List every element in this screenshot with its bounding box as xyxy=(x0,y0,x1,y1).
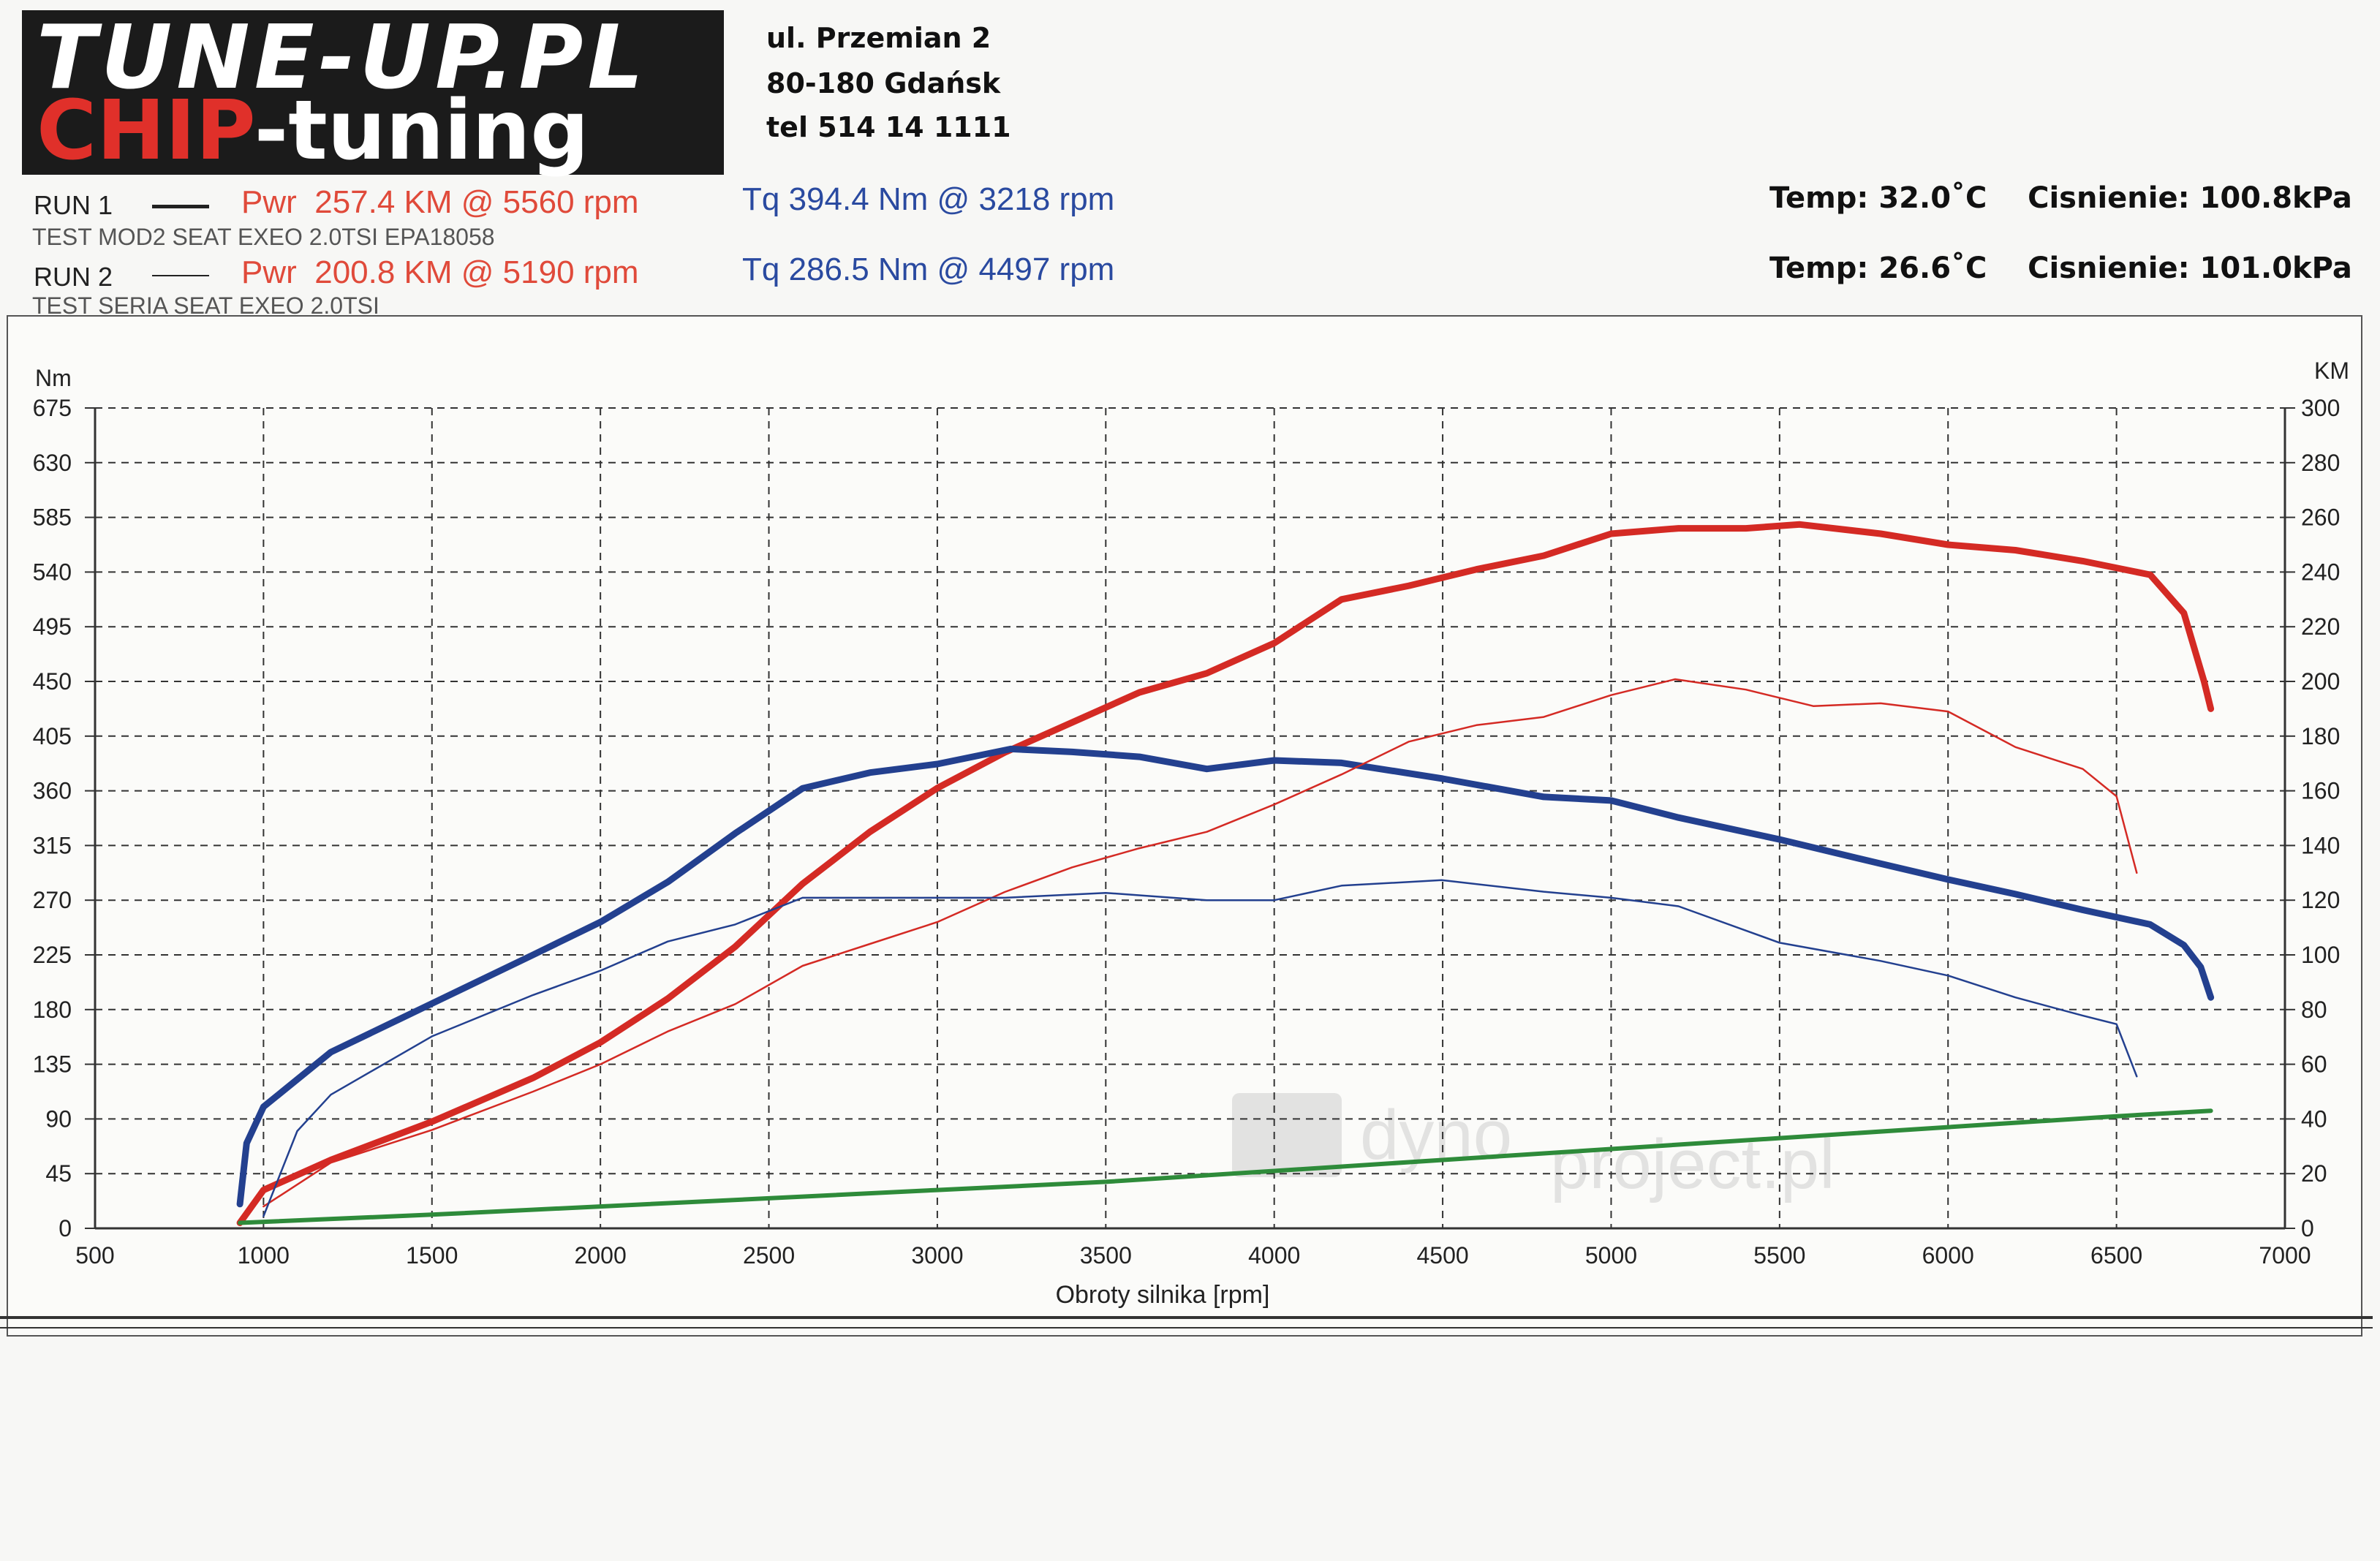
right-tick-label: 40 xyxy=(2301,1105,2327,1132)
right-tick-label: 60 xyxy=(2301,1051,2327,1078)
right-tick-label: 300 xyxy=(2301,395,2340,421)
x-tick-label: 6000 xyxy=(1922,1242,1974,1269)
run2-power-curve xyxy=(262,678,2138,1208)
left-tick-label: 630 xyxy=(33,450,72,476)
x-axis-label: Obroty silnika [rpm] xyxy=(1056,1281,1270,1309)
x-tick-label: 3500 xyxy=(1080,1242,1132,1269)
run1-power-curve xyxy=(236,521,2215,1226)
right-axis-unit: KM xyxy=(2314,358,2349,384)
run1-legend-line xyxy=(152,205,209,208)
logo-chip: CHIP xyxy=(37,83,254,178)
run1-power: Pwr 257.4 KM @ 5560 rpm xyxy=(241,184,639,220)
left-tick-label: 450 xyxy=(33,668,72,695)
x-tick-label: 4500 xyxy=(1416,1242,1468,1269)
x-tick-label: 1000 xyxy=(238,1242,290,1269)
right-tick-label: 20 xyxy=(2301,1160,2327,1187)
right-tick-label: 120 xyxy=(2301,887,2340,913)
chart-frame xyxy=(7,315,2362,1337)
run2-power: Pwr 200.8 KM @ 5190 rpm xyxy=(241,254,639,290)
right-tick-label: 280 xyxy=(2301,450,2340,476)
bottom-rule-1 xyxy=(0,1316,2373,1319)
x-tick-label: 5000 xyxy=(1585,1242,1637,1269)
run2-description: TEST SERIA SEAT EXEO 2.0TSI xyxy=(32,292,379,319)
left-tick-label: 90 xyxy=(45,1105,72,1132)
run1-conditions: Temp: 32.0˚C Cisnienie: 100.8kPa xyxy=(1769,181,2352,215)
left-tick-label: 270 xyxy=(33,887,72,913)
tune-up-logo: TUNE-UP.PL CHIP-tuning xyxy=(22,7,724,178)
right-tick-label: 220 xyxy=(2301,613,2340,640)
right-tick-label: 240 xyxy=(2301,559,2340,585)
logo-tuning: -tuning xyxy=(254,83,589,178)
left-tick-label: 315 xyxy=(33,832,72,858)
right-tick-label: 100 xyxy=(2301,942,2340,968)
x-tick-label: 5500 xyxy=(1753,1242,1805,1269)
x-tick-label: 3000 xyxy=(911,1242,963,1269)
right-tick-label: 180 xyxy=(2301,723,2340,749)
address-phone: tel 514 14 1111 xyxy=(766,111,1011,143)
left-tick-label: 180 xyxy=(33,997,72,1023)
right-tick-label: 200 xyxy=(2301,668,2340,695)
left-tick-label: 135 xyxy=(33,1051,72,1078)
run1-torque-curve xyxy=(236,745,2215,1208)
left-tick-label: 45 xyxy=(45,1160,72,1187)
logo-line-2: CHIP-tuning xyxy=(37,83,589,178)
address-city: 80-180 Gdańsk xyxy=(766,67,1001,99)
right-tick-label: 160 xyxy=(2301,778,2340,804)
right-tick-label: 0 xyxy=(2301,1215,2314,1241)
x-tick-label: 7000 xyxy=(2259,1242,2311,1269)
left-tick-label: 225 xyxy=(33,942,72,968)
right-tick-label: 140 xyxy=(2301,832,2340,858)
left-axis-unit: Nm xyxy=(35,365,72,391)
right-tick-label: 80 xyxy=(2301,997,2327,1023)
left-tick-label: 405 xyxy=(33,723,72,749)
run1-torque: Tq 394.4 Nm @ 3218 rpm xyxy=(742,181,1115,217)
x-tick-label: 2500 xyxy=(743,1242,795,1269)
run2-conditions: Temp: 26.6˚C Cisnienie: 101.0kPa xyxy=(1769,252,2352,285)
run2-torque: Tq 286.5 Nm @ 4497 rpm xyxy=(742,252,1115,287)
loss-curve xyxy=(238,1108,2213,1225)
x-tick-label: 4000 xyxy=(1248,1242,1300,1269)
run2-label: RUN 2 xyxy=(34,262,113,292)
run1-label: RUN 1 xyxy=(34,190,113,220)
x-tick-label: 2000 xyxy=(575,1242,627,1269)
address-street: ul. Przemian 2 xyxy=(766,22,991,54)
left-tick-label: 540 xyxy=(33,559,72,585)
run1-description: TEST MOD2 SEAT EXEO 2.0TSI EPA18058 xyxy=(32,224,495,250)
x-tick-label: 500 xyxy=(75,1242,114,1269)
x-tick-label: 1500 xyxy=(406,1242,458,1269)
left-tick-label: 0 xyxy=(58,1215,72,1241)
left-tick-label: 495 xyxy=(33,613,72,640)
left-tick-label: 360 xyxy=(33,778,72,804)
left-tick-label: 585 xyxy=(33,504,72,531)
right-tick-label: 260 xyxy=(2301,504,2340,531)
run2-legend-line xyxy=(152,275,209,276)
left-tick-label: 675 xyxy=(33,395,72,421)
bottom-rule-2 xyxy=(0,1327,2373,1328)
run2-torque-curve xyxy=(262,879,2138,1217)
x-tick-label: 6500 xyxy=(2090,1242,2142,1269)
logo-line-1: TUNE-UP.PL xyxy=(37,7,648,109)
